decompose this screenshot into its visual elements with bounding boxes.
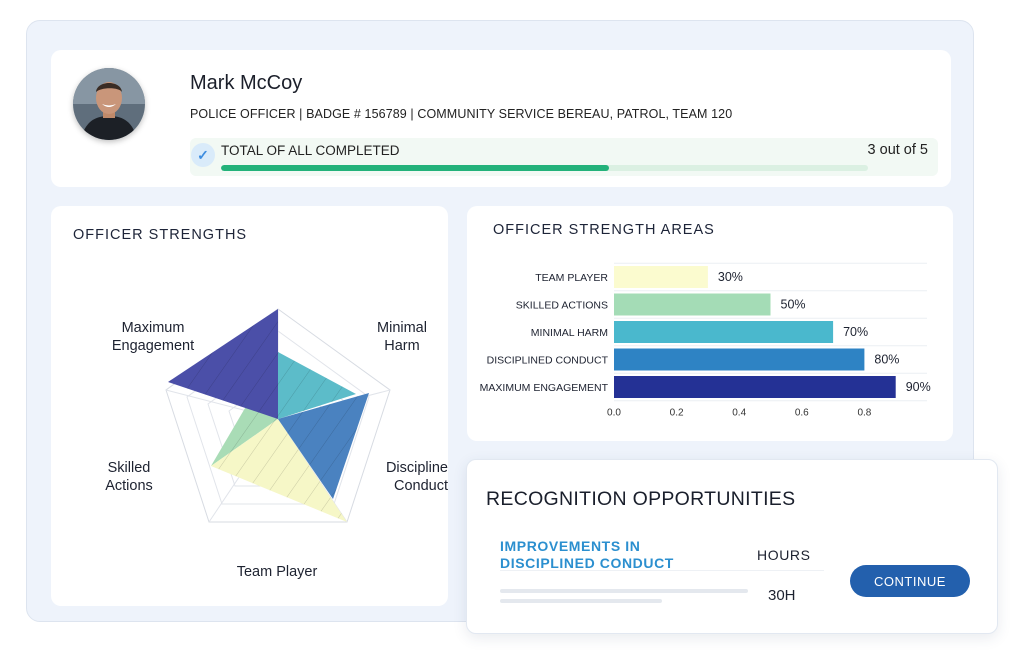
bar	[614, 376, 896, 398]
progress-label: TOTAL OF ALL COMPLETED	[221, 143, 400, 158]
divider	[500, 570, 824, 571]
x-tick-label: 0.8	[857, 408, 871, 419]
strength-areas-chart: TEAM PLAYER 30% SKILLED ACTIONS 50% MINIMAL …	[480, 262, 931, 419]
check-icon: ✓	[191, 143, 215, 167]
axis-label-team-player: Team Player	[237, 564, 318, 580]
radar-sectors	[168, 309, 369, 522]
x-tick-label: 0.2	[670, 408, 684, 419]
placeholder-line	[500, 589, 748, 593]
areas-title: OFFICER STRENGTH AREAS	[493, 222, 715, 238]
bar	[614, 321, 834, 343]
continue-button[interactable]: CONTINUE	[850, 565, 970, 597]
axis-label-maximum-engagement: Maximum Engagement	[112, 320, 194, 354]
dashboard-frame: Mark McCoy POLICE OFFICER | BADGE # 1567…	[26, 20, 974, 622]
data-label: 70%	[843, 325, 868, 339]
axis-label-skilled-actions: Skilled Actions	[105, 460, 153, 494]
hours-value: 30H	[768, 587, 796, 604]
chart-gridlines	[614, 262, 927, 402]
hours-label: HOURS	[757, 547, 811, 563]
avatar	[73, 68, 145, 140]
completion-progress: ✓ TOTAL OF ALL COMPLETED 3 out of 5	[190, 138, 938, 176]
x-tick-label: 0.0	[607, 408, 621, 419]
profile-card: Mark McCoy POLICE OFFICER | BADGE # 1567…	[51, 50, 951, 187]
recognition-title: RECOGNITION OPPORTUNITIES	[486, 488, 796, 510]
axis-label-disciplined-conduct: DisciplinedConduct	[386, 460, 448, 494]
axis-label-minimal-harm: Minimal Harm	[377, 320, 427, 354]
strength-areas-card: OFFICER STRENGTH AREAS TEAM PLAYER 30% SKI…	[467, 206, 953, 441]
radar-chart: Maximum Engagement Minimal Harm Discipline…	[105, 308, 448, 580]
category-label: MAXIMUM ENGAGEMENT	[480, 382, 609, 394]
x-tick-label: 0.6	[795, 408, 809, 419]
data-label: 30%	[718, 270, 743, 284]
officer-details: POLICE OFFICER | BADGE # 156789 | COMMUN…	[190, 107, 733, 121]
progress-track	[221, 165, 868, 171]
category-label: TEAM PLAYER	[535, 272, 608, 284]
recognition-card: RECOGNITION OPPORTUNITIES IMPROVEMENTS I…	[466, 459, 998, 634]
data-label: 80%	[874, 353, 899, 367]
strengths-title: OFFICER STRENGTHS	[73, 227, 248, 243]
data-label: 50%	[781, 298, 806, 312]
category-label: MINIMAL HARM	[531, 327, 608, 339]
improvement-item[interactable]: IMPROVEMENTS IN DISCIPLINED CONDUCT	[500, 538, 674, 571]
bar	[614, 348, 865, 371]
officer-strengths-card: OFFICER STRENGTHS	[51, 206, 448, 606]
progress-count: 3 out of 5	[867, 142, 928, 158]
data-label: 90%	[906, 380, 931, 394]
placeholder-line	[500, 599, 662, 603]
category-label: SKILLED ACTIONS	[516, 300, 608, 312]
progress-fill	[221, 165, 610, 171]
officer-name: Mark McCoy	[190, 72, 303, 94]
bar	[614, 293, 771, 316]
category-label: DISCIPLINED CONDUCT	[487, 355, 609, 367]
bar	[614, 266, 708, 288]
avatar-image	[73, 68, 145, 140]
x-tick-label: 0.4	[732, 408, 746, 419]
